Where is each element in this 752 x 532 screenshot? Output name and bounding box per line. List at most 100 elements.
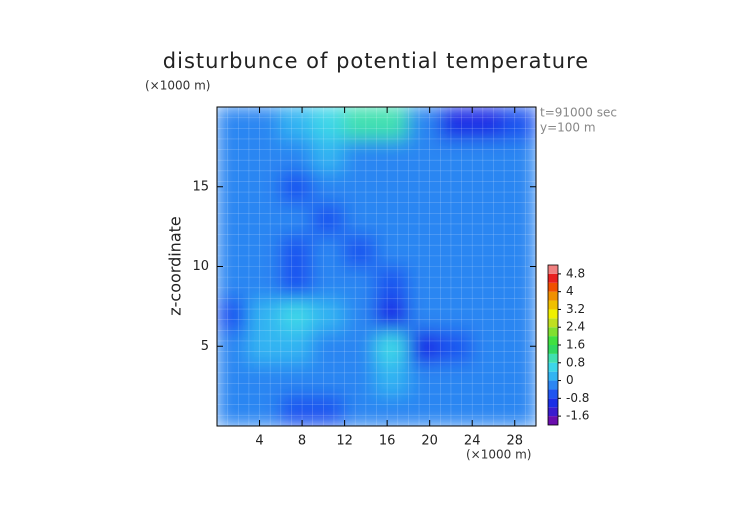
colorbar-tick-label: -0.8: [566, 391, 589, 405]
field-cell: [439, 169, 474, 204]
colorbar-tick-label: -1.6: [566, 409, 589, 423]
field-cell: [247, 169, 282, 204]
colorbar-band: [548, 273, 558, 283]
field-cell: [279, 169, 314, 204]
field-cell: [311, 297, 346, 332]
field-cell: [439, 137, 474, 172]
field-cell: [375, 297, 410, 332]
field-cell: [247, 329, 282, 364]
colorbar-band: [548, 362, 558, 372]
colorbar-band: [548, 265, 558, 274]
field-cell: [471, 265, 506, 300]
y-tick-label: 5: [201, 339, 209, 354]
colorbar-band: [548, 291, 558, 301]
field-cell: [439, 361, 474, 396]
annotation: t=91000 sec: [540, 106, 617, 120]
field-cell: [217, 137, 250, 172]
y-unit: (×1000 m): [145, 79, 210, 93]
field-cell: [503, 393, 536, 426]
colorbar-band: [548, 300, 558, 310]
colorbar-band: [548, 345, 558, 354]
colorbar-band: [548, 380, 558, 390]
field-cell: [503, 297, 536, 332]
field-cell: [343, 361, 378, 396]
field-cell: [471, 233, 506, 268]
field-cell: [439, 201, 474, 236]
field-cell: [279, 361, 314, 396]
field-cell: [471, 169, 506, 204]
field-cell: [503, 137, 536, 172]
field-cell: [279, 233, 314, 268]
x-tick-label: 16: [379, 434, 396, 449]
field-cell: [311, 361, 346, 396]
field-cell: [471, 329, 506, 364]
field-cell: [471, 393, 506, 426]
field-cell: [247, 201, 282, 236]
field-cell: [407, 137, 442, 172]
field: [217, 107, 536, 426]
colorbar-band: [548, 389, 558, 399]
chart-title: disturbunce of potential temperature: [163, 49, 589, 73]
field-cell: [311, 137, 346, 172]
field-cell: [247, 137, 282, 172]
field-cell: [343, 169, 378, 204]
x-tick-label: 28: [506, 434, 523, 449]
x-tick-label: 8: [298, 434, 306, 449]
x-unit: (×1000 m): [466, 448, 531, 462]
field-cell: [311, 329, 346, 364]
field-cell: [311, 393, 346, 426]
colorbar-tick-label: 3.2: [566, 302, 585, 316]
field-cell: [375, 201, 410, 236]
field-cell: [217, 265, 250, 300]
field-cell: [503, 107, 536, 140]
field-cell: [343, 265, 378, 300]
field-cell: [217, 107, 250, 140]
colorbar-band: [548, 416, 558, 425]
field-cell: [439, 107, 474, 140]
field-cell: [407, 361, 442, 396]
field-cell: [439, 329, 474, 364]
field-cell: [279, 393, 314, 426]
field-cell: [343, 329, 378, 364]
field-cell: [439, 233, 474, 268]
field-cell: [247, 265, 282, 300]
field-cell: [407, 297, 442, 332]
y-tick-label: 15: [192, 179, 209, 194]
field-cell: [311, 107, 346, 140]
field-cell: [503, 265, 536, 300]
colorbar-tick-label: 4.8: [566, 266, 585, 280]
colorbar-band: [548, 398, 558, 408]
colorbar-tick-label: 4: [566, 284, 574, 298]
field-cell: [279, 329, 314, 364]
field-cell: [247, 233, 282, 268]
field-cell: [407, 393, 442, 426]
field-cell: [407, 233, 442, 268]
field-cell: [375, 265, 410, 300]
y-axis-label: z-coordinate: [166, 216, 185, 316]
field-cell: [217, 393, 250, 426]
colorbar-band: [548, 318, 558, 328]
field-cell: [279, 265, 314, 300]
colorbar-tick-label: 0.8: [566, 355, 585, 369]
field-cell: [217, 297, 250, 332]
field-cell: [375, 361, 410, 396]
field-cell: [311, 201, 346, 236]
colorbar-tick-label: 1.6: [566, 338, 585, 352]
field-cell: [471, 107, 506, 140]
field-cell: [343, 107, 378, 140]
field-cell: [343, 233, 378, 268]
field-cell: [247, 107, 282, 140]
field-cell: [247, 361, 282, 396]
field-cell: [343, 201, 378, 236]
field-cell: [439, 393, 474, 426]
colorbar-band: [548, 407, 558, 417]
x-tick-label: 20: [421, 434, 438, 449]
field-cell: [217, 361, 250, 396]
field-cell: [375, 393, 410, 426]
colorbar-tick-label: 0: [566, 373, 574, 387]
field-cell: [407, 201, 442, 236]
field-cell: [217, 233, 250, 268]
field-cell: [311, 233, 346, 268]
colorbar-tick-label: 2.4: [566, 320, 585, 334]
